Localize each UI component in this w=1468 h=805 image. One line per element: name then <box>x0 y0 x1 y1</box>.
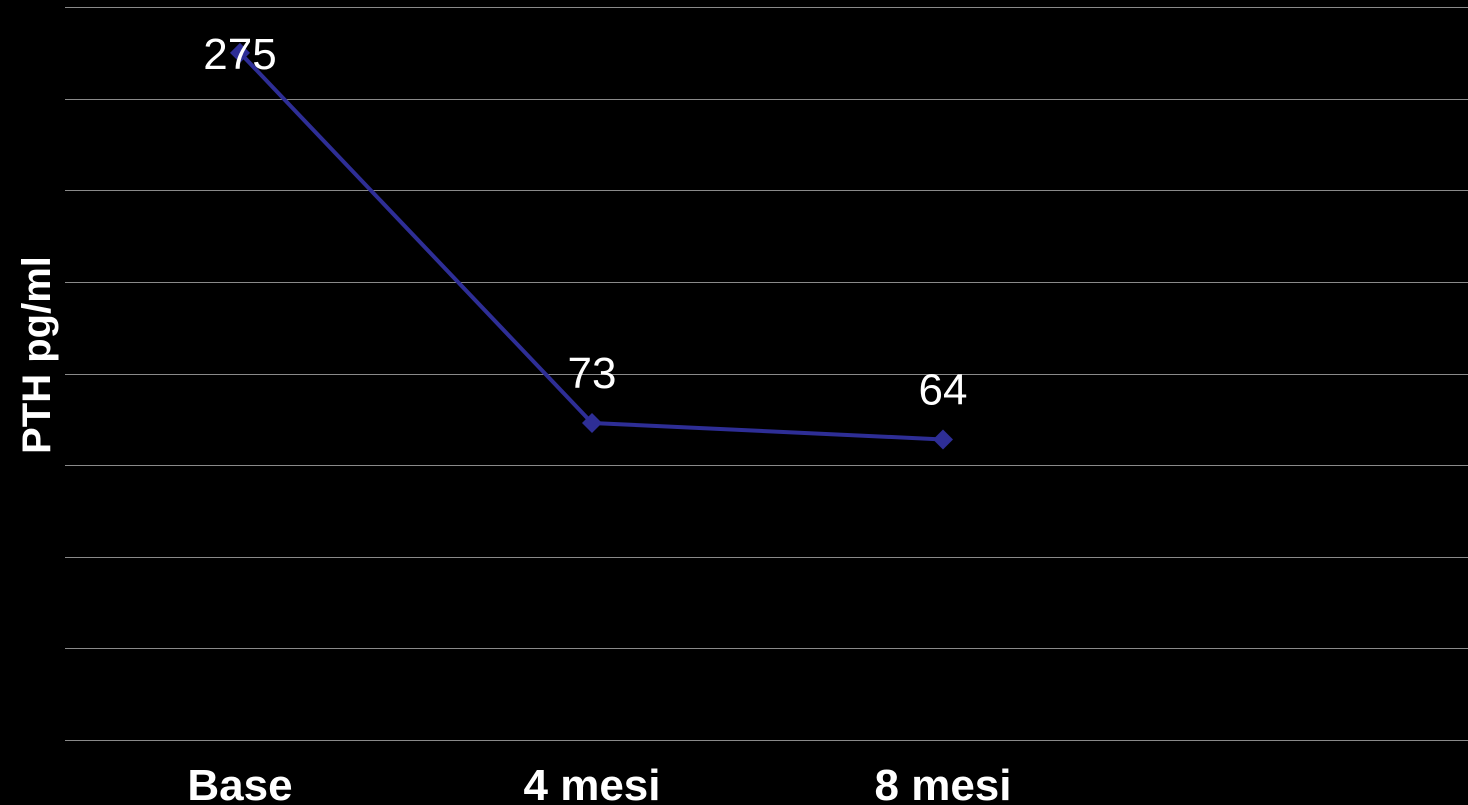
series-pth <box>230 42 953 450</box>
data-label: 64 <box>919 365 968 414</box>
data-labels: 275 73 64 <box>203 30 967 415</box>
data-point-marker <box>582 412 602 433</box>
data-point-marker <box>933 429 953 450</box>
gridlines <box>65 7 1468 741</box>
data-point-marker <box>230 42 250 63</box>
x-tick-label: 4 mesi <box>524 761 661 805</box>
y-axis-label: PTH pg/ml <box>15 256 59 454</box>
data-label: 275 <box>203 30 276 79</box>
x-tick-label: 8 mesi <box>875 761 1012 805</box>
data-label: 73 <box>568 349 617 398</box>
x-tick-label: Base <box>187 761 292 805</box>
x-axis-tick-labels: Base 4 mesi 8 mesi <box>187 761 1011 805</box>
